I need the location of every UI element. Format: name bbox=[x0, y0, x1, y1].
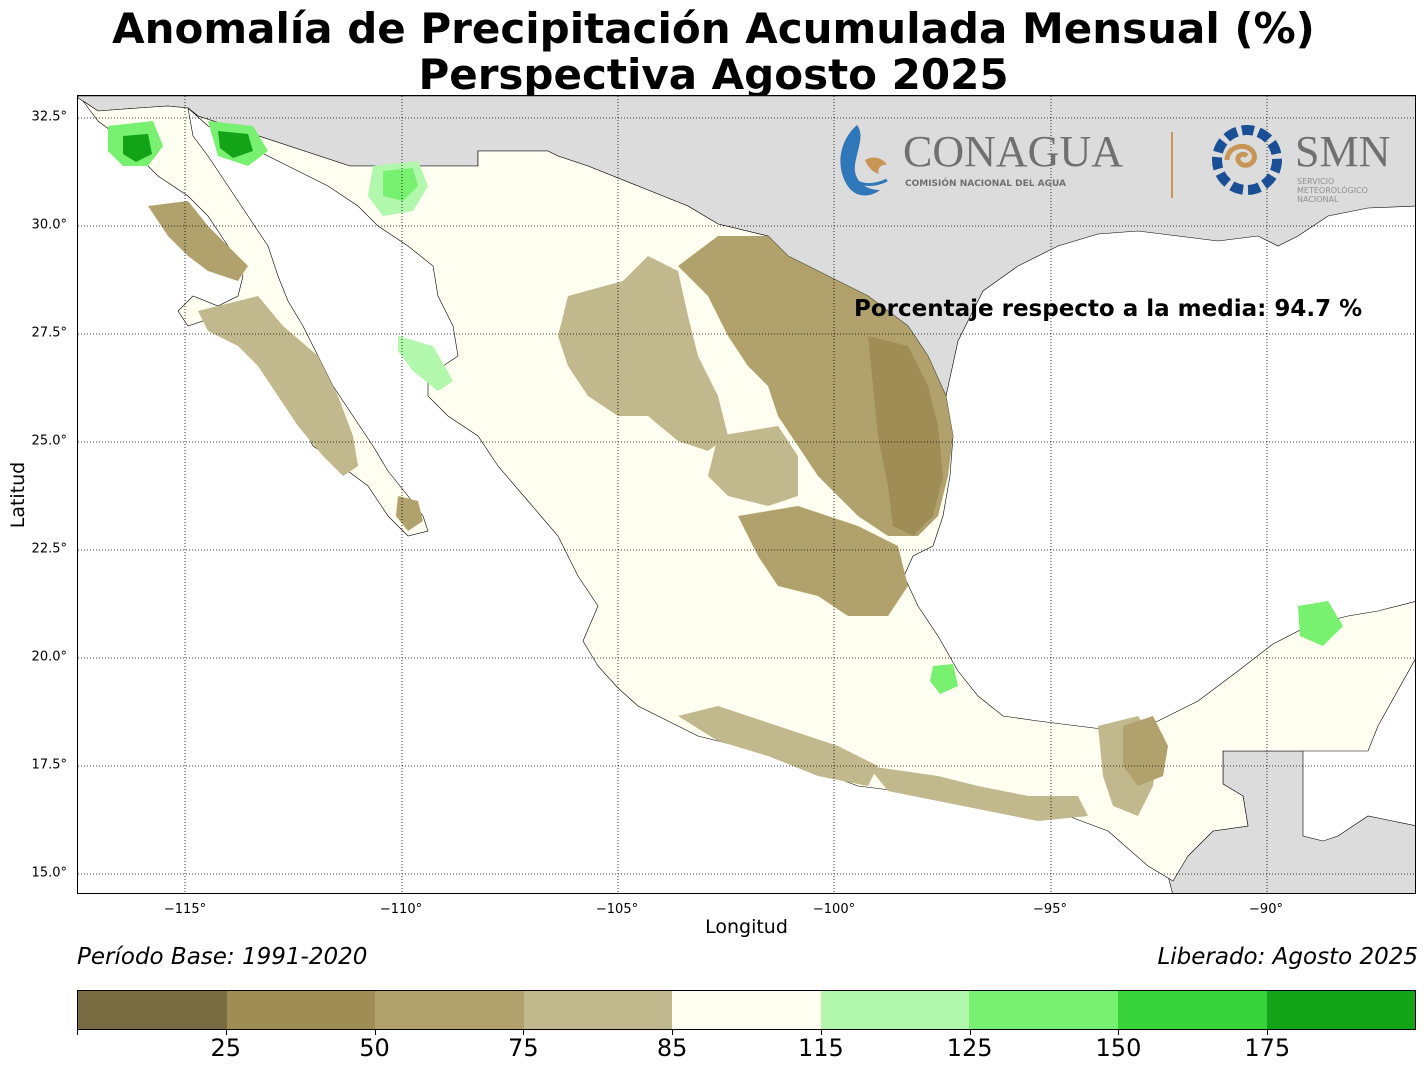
conagua-name: CONAGUA bbox=[903, 127, 1123, 176]
colorbar-segment bbox=[78, 991, 227, 1029]
agency-logos: CONAGUA COMISIÓN NACIONAL DEL AGUA SMN S… bbox=[840, 125, 1390, 204]
ytick-label: 15.0° bbox=[31, 865, 67, 881]
wet-region-sinaloa bbox=[398, 336, 453, 391]
ytick-label: 32.5° bbox=[31, 109, 67, 125]
dry-region-durango bbox=[708, 426, 798, 506]
dry-region-chiapas bbox=[1123, 716, 1168, 786]
mean-percentage-annotation: Porcentaje respecto a la media: 94.7 % bbox=[854, 296, 1363, 322]
smn-name: SMN bbox=[1295, 127, 1390, 176]
xtick-label: −100° bbox=[812, 902, 856, 917]
colorbar-segment bbox=[226, 991, 376, 1029]
smn-subtitle-2: METEOROLÓGICO bbox=[1297, 184, 1368, 195]
colorbar-tick bbox=[672, 1030, 674, 1035]
colorbar-tick-label: 25 bbox=[210, 1034, 242, 1062]
ytick-label: 17.5° bbox=[31, 757, 67, 773]
colorbar-segment bbox=[969, 991, 1118, 1029]
colorbar-tick-label: 115 bbox=[797, 1034, 844, 1062]
map-area bbox=[77, 95, 1416, 894]
graticule bbox=[78, 96, 1415, 893]
conagua-logo: CONAGUA COMISIÓN NACIONAL DEL AGUA bbox=[840, 125, 1123, 196]
smn-swirl-icon bbox=[1224, 143, 1257, 168]
colorbar-tick bbox=[1118, 1030, 1120, 1035]
dry-region-tamaulipas bbox=[868, 336, 943, 536]
dry-region-baja-north bbox=[148, 201, 248, 281]
smn-gear-icon bbox=[1212, 125, 1282, 195]
ytick-label: 20.0° bbox=[31, 649, 67, 665]
colorbar-tick-label: 150 bbox=[1095, 1034, 1142, 1062]
colorbar-tick-label: 125 bbox=[946, 1034, 993, 1062]
dry-region-guerrero bbox=[868, 766, 1088, 821]
colorbar-segment bbox=[672, 991, 821, 1029]
xtick-label: −105° bbox=[595, 902, 639, 917]
wet-region-yucatan bbox=[1298, 601, 1343, 646]
xtick-label: −90° bbox=[1249, 902, 1283, 917]
dry-region-chihuahua bbox=[558, 256, 728, 451]
release-date-note: Liberado: Agosto 2025 bbox=[1157, 944, 1418, 970]
xtick-label: −95° bbox=[1033, 902, 1067, 917]
dry-region-potosi bbox=[738, 506, 908, 616]
colorbar-tick bbox=[820, 1030, 822, 1035]
colorbar-tick bbox=[1267, 1030, 1269, 1035]
colorbar-tick bbox=[523, 1030, 525, 1035]
ytick-label: 25.0° bbox=[31, 433, 67, 449]
colorbar-segment bbox=[1117, 991, 1267, 1029]
colorbar-tick bbox=[77, 1030, 78, 1035]
colorbar-tick bbox=[969, 1030, 971, 1035]
wet-region-sierra-core bbox=[383, 168, 418, 201]
conagua-subtitle: COMISIÓN NACIONAL DEL AGUA bbox=[905, 177, 1066, 189]
xtick-label: −115° bbox=[163, 902, 207, 917]
dry-region-cape bbox=[396, 496, 423, 531]
base-period-note: Período Base: 1991-2020 bbox=[77, 944, 368, 970]
smn-logo: SMN SERVICIO METEOROLÓGICO NACIONAL bbox=[1212, 125, 1390, 204]
colorbar-tick bbox=[374, 1030, 376, 1035]
x-axis-label: Longitud bbox=[705, 916, 788, 938]
conagua-eagle-icon bbox=[865, 157, 887, 174]
dry-region-nuevoleon bbox=[793, 316, 878, 446]
map-canvas bbox=[78, 96, 1415, 893]
colorbar-tick-label: 50 bbox=[359, 1034, 390, 1062]
xtick-label: −110° bbox=[379, 902, 423, 917]
colorbar-tick-label: 75 bbox=[508, 1034, 539, 1062]
wet-region-baja-north-core bbox=[123, 134, 152, 162]
conagua-emblem-icon bbox=[840, 125, 880, 196]
colorbar-tick-label: 175 bbox=[1244, 1034, 1291, 1062]
ytick-label: 27.5° bbox=[31, 325, 67, 341]
ytick-label: 30.0° bbox=[31, 217, 67, 233]
y-axis-label: Latitud bbox=[7, 461, 29, 529]
colorbar-segment bbox=[523, 991, 673, 1029]
colorbar-tick-label: 85 bbox=[656, 1034, 688, 1062]
colorbar bbox=[77, 990, 1416, 1030]
map-title-line1: Anomalía de Precipitación Acumulada Mens… bbox=[112, 4, 1315, 53]
dry-region-baja-south bbox=[198, 296, 358, 476]
colorbar-segment bbox=[820, 991, 970, 1029]
colorbar-segment bbox=[375, 991, 524, 1029]
colorbar-segment bbox=[1266, 991, 1416, 1029]
colorbar-tick bbox=[225, 1030, 227, 1035]
smn-subtitle-1: SERVICIO bbox=[1297, 177, 1334, 186]
mexico-mainland bbox=[187, 107, 1415, 882]
map-title-line2: Perspectiva Agosto 2025 bbox=[418, 50, 1009, 99]
ytick-label: 22.5° bbox=[31, 541, 67, 557]
smn-subtitle-3: NACIONAL bbox=[1297, 195, 1339, 204]
wet-region-veracruz bbox=[930, 664, 958, 694]
wet-region-sonora-north-core bbox=[218, 131, 253, 158]
